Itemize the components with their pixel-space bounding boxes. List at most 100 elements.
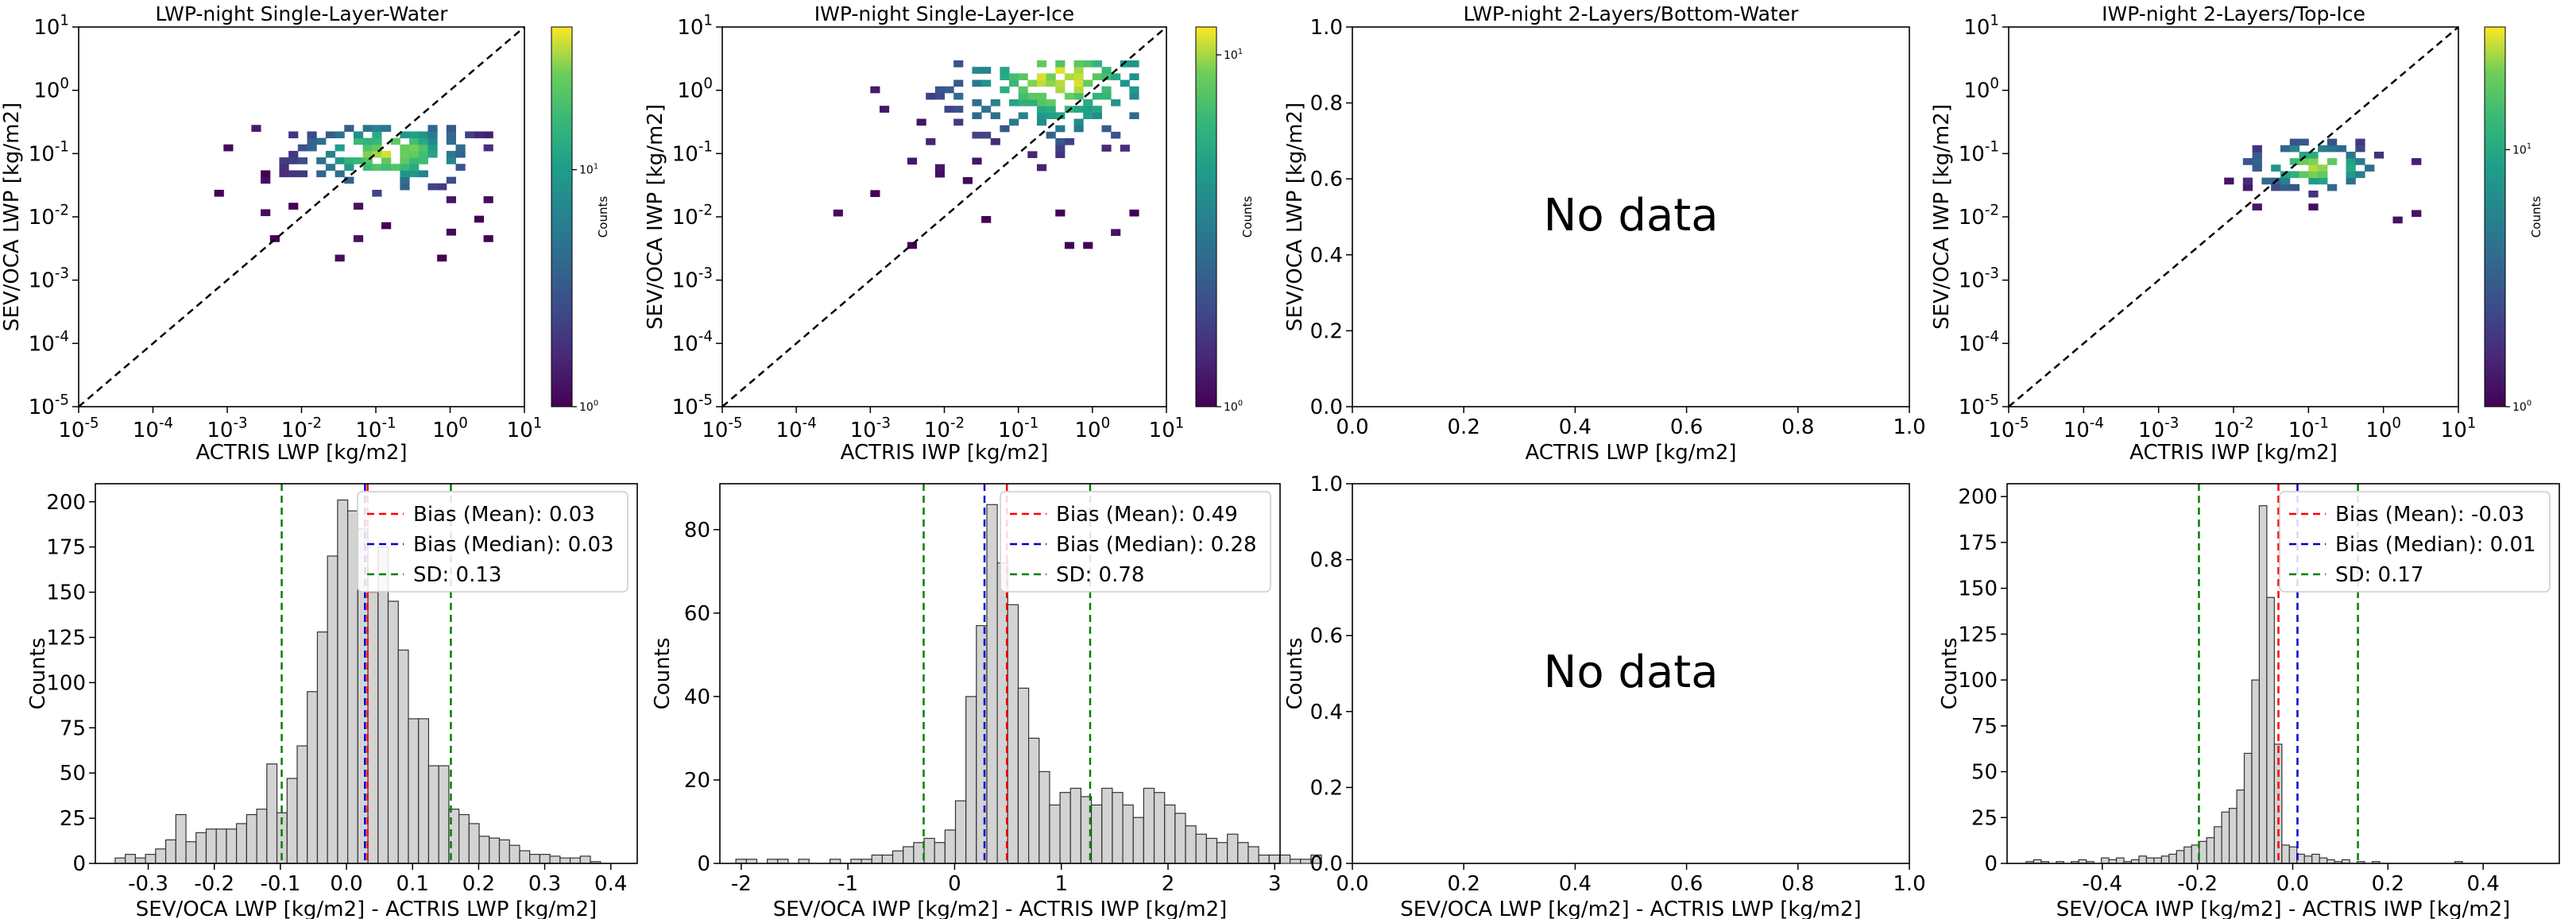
histogram-bar	[1112, 792, 1124, 864]
heatmap-cell	[353, 131, 364, 139]
heatmap-cell	[1000, 125, 1010, 133]
heatmap-cell	[1018, 112, 1028, 120]
histogram-bar	[1049, 804, 1061, 864]
heatmap-cell	[353, 157, 364, 164]
x-tick-label-exponent: -5	[728, 415, 742, 431]
panel-top-2: 10-5 10-4 10-3 10-2 10-1 100 10110-510-410-310…	[644, 2, 1255, 465]
heatmap-cell	[455, 164, 466, 171]
y-tick-label-exponent: -4	[55, 329, 69, 346]
heatmap-cell	[2346, 158, 2356, 165]
heatmap-cell	[2365, 164, 2375, 172]
heatmap-cell	[953, 118, 964, 126]
heatmap-cell	[427, 144, 438, 152]
y-tick-label: 20	[684, 769, 710, 793]
y-tick-label-exponent: -2	[55, 202, 69, 218]
y-axis-label: SEV/OCA LWP [kg/m2]	[1283, 102, 1307, 331]
heatmap-cell	[455, 144, 466, 152]
y-tick-label: 0.0	[1310, 396, 1343, 419]
heatmap-cell	[418, 150, 428, 158]
y-tick-label: 0.8	[1310, 92, 1343, 116]
colorbar-tick-label-base: 10	[579, 401, 594, 414]
y-tick-label: 10-1	[29, 139, 69, 167]
heatmap-cell	[1055, 138, 1066, 145]
heatmap-cell	[446, 131, 457, 139]
y-axis-label: SEV/OCA IWP [kg/m2]	[1930, 104, 1954, 330]
heatmap-cell	[381, 164, 392, 171]
heatmap-cell	[1018, 99, 1028, 106]
x-tick-label-base: 10	[2138, 419, 2164, 442]
legend-bias-mean-label: Bias (Mean): -0.03	[2335, 503, 2524, 527]
y-tick-label-exponent: -1	[55, 139, 69, 156]
heatmap-cell	[2289, 183, 2300, 191]
x-tick-label: 101	[2441, 415, 2477, 442]
heatmap-cell	[1055, 145, 1066, 152]
histogram-bar	[164, 839, 176, 864]
x-tick-label: 0.2	[1448, 415, 1480, 439]
x-tick-label: 10-2	[2213, 415, 2253, 442]
heatmap-cell	[1111, 73, 1121, 81]
heatmap-cell	[1064, 241, 1075, 249]
heatmap-cell	[2252, 151, 2262, 159]
x-tick-label: 2	[1162, 872, 1175, 896]
legend-bias-median-label: Bias (Median): 0.28	[1056, 533, 1257, 557]
heatmap-cell	[1046, 99, 1056, 106]
heatmap-cell	[2318, 145, 2328, 153]
heatmap-cell	[372, 125, 382, 132]
y-tick-label: 10-5	[1959, 392, 1999, 419]
panel-bottom-1: -0.3 -0.2 -0.1 0.0 0.1 0.2 0.3 0.4 0 25 50 75 100 125…	[26, 483, 638, 919]
heatmap-cell	[1092, 106, 1102, 113]
x-tick-label-exponent: 1	[533, 415, 543, 431]
heatmap-cell	[1036, 73, 1047, 81]
heatmap-cell	[833, 209, 843, 217]
legend-bias-median-label: Bias (Median): 0.01	[2335, 533, 2536, 557]
y-tick-label-exponent: -5	[55, 392, 69, 408]
heatmap-cell	[2308, 171, 2319, 179]
histogram-bar	[1164, 804, 1176, 864]
x-tick-label: 0.3	[528, 872, 561, 896]
histogram-bar	[923, 837, 935, 864]
y-tick-label-base: 10	[672, 269, 698, 293]
histogram-bar	[256, 809, 268, 864]
heatmap-cell	[2280, 145, 2291, 153]
histogram-bar	[1132, 817, 1144, 864]
heatmap-cell	[372, 150, 382, 158]
heatmap-cell	[1027, 99, 1038, 106]
heatmap-cell	[1055, 151, 1066, 159]
x-tick-label-exponent: 1	[2467, 415, 2477, 431]
legend-box	[1000, 491, 1271, 593]
colorbar-tick-label: 101	[579, 162, 598, 176]
heatmap-cell	[2327, 183, 2338, 191]
legend-bias-median-label: Bias (Median): 0.03	[413, 533, 614, 557]
histogram-bar	[2160, 855, 2170, 864]
y-tick-label-exponent: -2	[1985, 202, 1999, 218]
y-tick-label: 1.0	[1310, 473, 1343, 496]
x-tick-label-base: 10	[1074, 419, 1100, 442]
heatmap-cell	[353, 203, 364, 210]
heatmap-cell	[2261, 177, 2272, 185]
y-tick-label: 10-5	[29, 392, 69, 419]
panel-top-4: 10-5 10-4 10-3 10-2 10-1 100 10110-510-410-310…	[1930, 2, 2543, 465]
heatmap-cell	[1036, 164, 1047, 172]
heatmap-cell	[446, 228, 457, 236]
heatmap-cell	[1101, 73, 1112, 81]
histogram-bar	[1059, 792, 1071, 864]
y-tick-label-exponent: -4	[1985, 329, 1999, 346]
heatmap-cell	[953, 92, 964, 100]
y-tick-label: 50	[1971, 761, 1998, 785]
heatmap-cell	[2346, 151, 2356, 159]
histogram-bar	[215, 828, 227, 864]
colorbar-tick-label-exponent: 1	[594, 162, 598, 171]
heatmap-cell	[400, 150, 410, 158]
x-tick-label: 1	[1054, 872, 1068, 896]
heatmap-cell	[335, 144, 345, 152]
y-tick-label-exponent: -3	[1985, 265, 1999, 282]
y-tick-label-exponent: -5	[1985, 392, 1999, 408]
heatmap-cell	[316, 170, 327, 178]
histogram-bar	[1310, 854, 1322, 864]
y-tick-label-exponent: -5	[698, 392, 713, 408]
y-axis-label: Counts	[26, 638, 50, 710]
histogram-bar	[2319, 857, 2328, 864]
heatmap-cell	[214, 189, 224, 197]
histogram-bar	[539, 854, 551, 864]
heatmap-cell	[981, 216, 992, 223]
